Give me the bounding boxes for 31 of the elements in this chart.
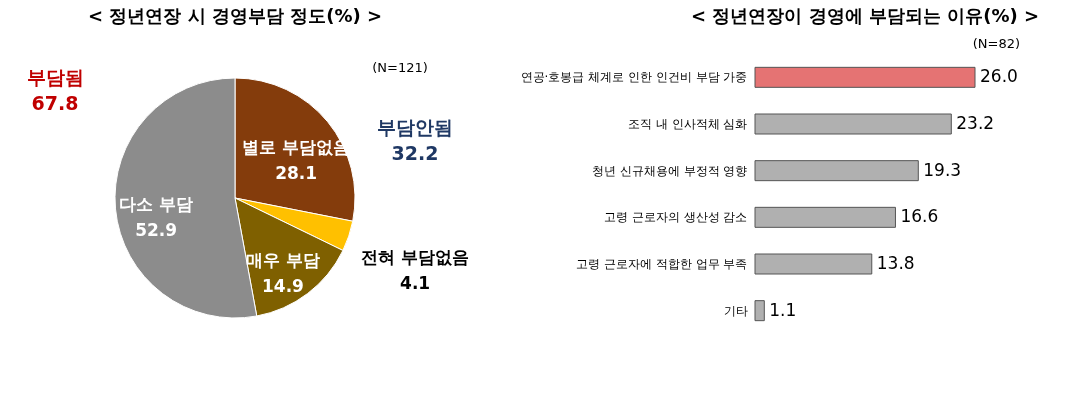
slice-label: 전혀 부담없음 [361,247,470,268]
y-tick-label: 고령 근로자의 생산성 감소 [604,210,748,225]
text: (N=82) [972,36,1020,51]
data-label: 28.1 [275,162,318,183]
y-tick-label: 조직 내 인사적체 심화 [628,117,748,131]
y-tick-label: 고령 근로자에 적합한 업무 부족 [576,257,748,271]
text: (N=121) [372,60,428,75]
chart-title: < 정년연장이 경영에 부담되는 이유(%) > [691,5,1039,26]
data-label: 16.6 [900,206,939,227]
bar [754,253,873,275]
chart-title: < 정년연장 시 경영부담 정도(%) > [88,5,382,26]
data-label: 23.2 [956,113,995,133]
data-label: 52.9 [135,220,178,241]
text: 부담안됨 32.2 [377,116,453,164]
y-tick-label: 청년 신규채용에 부정적 영향 [592,163,748,178]
data-label: 13.8 [876,253,915,273]
data-label: 26.0 [980,66,1018,87]
text: 부담됨 67.8 [26,66,84,114]
bar [754,206,896,228]
bar [754,66,976,88]
y-tick-label: 기타 [723,303,748,318]
data-label: 19.3 [923,159,962,180]
slice-label: 매우 부담 [245,250,320,271]
bar [754,113,952,135]
data-label: 4.1 [400,273,431,294]
y-tick-label: 연공·호봉급 체계로 인한 인건비 부담 가중 [520,70,748,85]
data-label: 14.9 [261,276,304,297]
bar [754,160,919,182]
data-label: 1.1 [769,299,797,320]
bar [754,300,765,322]
slice-label: 다소 부담 [119,194,194,215]
